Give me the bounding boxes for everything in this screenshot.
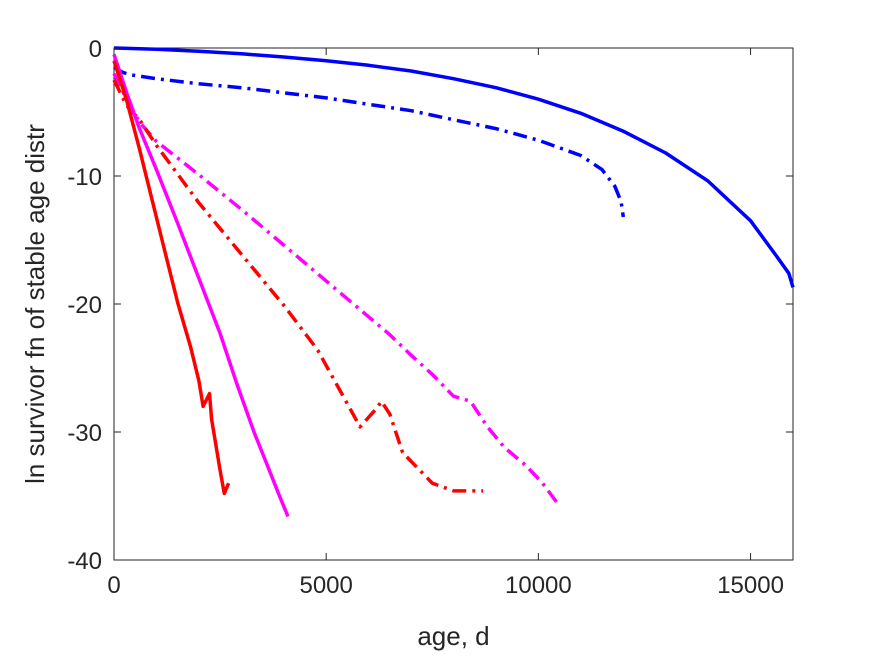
series-line-2	[113, 65, 626, 218]
x-tick-label: 5000	[299, 572, 352, 599]
y-tick-label: -20	[67, 292, 102, 319]
series-layer	[112, 46, 795, 518]
series-line-5	[112, 53, 290, 518]
y-axis-label: ln survivor fn of stable age distr	[20, 124, 50, 484]
x-tick-label: 0	[107, 572, 120, 599]
x-tick-label: 15000	[717, 572, 784, 599]
series-line-6	[112, 60, 231, 496]
y-tick-label: -10	[67, 164, 102, 191]
series-line-1	[113, 46, 795, 288]
plot-area	[113, 47, 794, 561]
x-tick-label: 10000	[505, 572, 572, 599]
y-tick-label: -30	[67, 420, 102, 447]
series-line-4	[112, 79, 484, 493]
tick-layer: 0 5000 10000 15000 0 -10 -20 -30 -40	[67, 36, 793, 599]
y-tick-label: 0	[89, 36, 102, 63]
series-line-3	[112, 72, 562, 508]
y-tick-label: -40	[67, 548, 102, 575]
x-axis-label: age, d	[417, 621, 489, 651]
